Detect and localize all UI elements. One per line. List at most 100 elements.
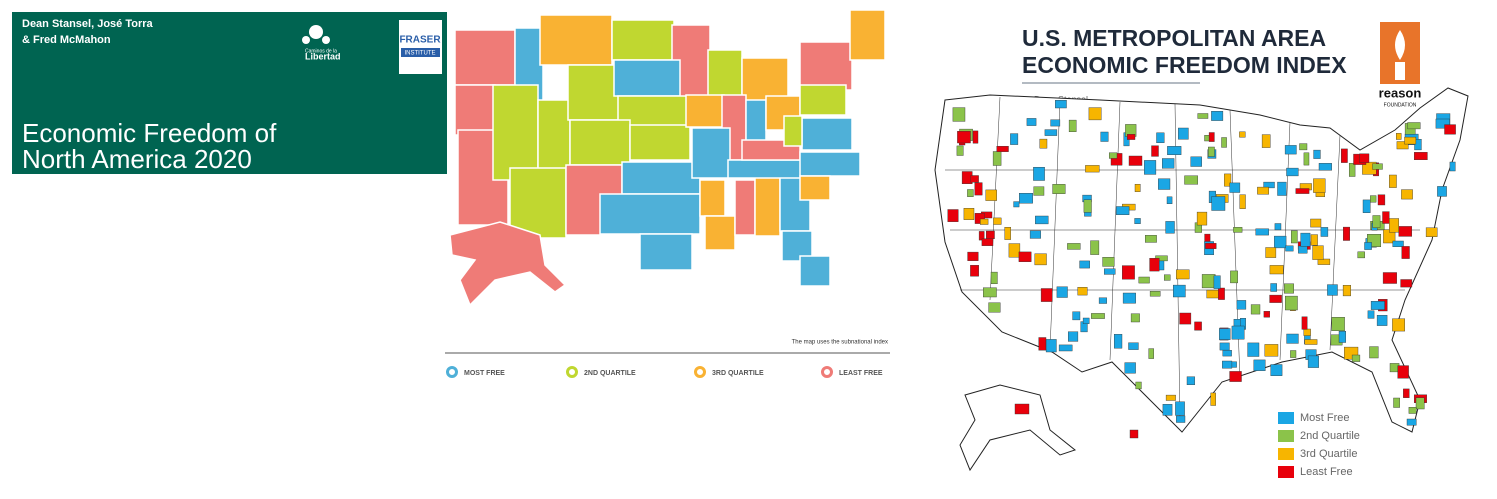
metro-area xyxy=(1298,245,1308,254)
metro-area xyxy=(1018,251,1032,262)
metro-area xyxy=(1310,218,1322,228)
metro-area xyxy=(1208,132,1215,142)
state xyxy=(454,84,496,136)
state xyxy=(567,64,621,121)
metro-legend: Most Free 2nd Quartile 3rd Quartile Least F… xyxy=(1278,412,1360,478)
metro-area xyxy=(1313,149,1321,159)
metro-area xyxy=(1072,311,1081,321)
metro-area xyxy=(1290,350,1297,358)
metro-area xyxy=(1389,174,1397,188)
metro-area xyxy=(1274,235,1287,249)
metro-area xyxy=(1392,318,1406,332)
metro-area xyxy=(1395,133,1402,140)
state-border xyxy=(1329,134,1341,351)
metro-area xyxy=(1219,328,1231,340)
metro-area xyxy=(1221,137,1227,148)
legend-swatch xyxy=(1278,448,1294,460)
legend-swatch xyxy=(694,366,706,378)
state xyxy=(799,175,831,201)
metro-area xyxy=(1404,136,1417,145)
metro-area xyxy=(1149,258,1160,272)
state-legend: MOST FREE 2ND QUARTILE 3RD QUARTILE LEAST F… xyxy=(446,366,883,378)
logo-text: FOUNDATION xyxy=(1384,102,1417,108)
metro-area xyxy=(1370,195,1377,203)
map-note: The map uses the subnational index xyxy=(792,340,888,346)
metro-area xyxy=(1134,183,1141,192)
metro-area xyxy=(1320,227,1329,237)
cover-panel xyxy=(12,12,447,174)
metro-area xyxy=(1357,251,1365,259)
metro-area xyxy=(1056,286,1068,298)
legend-label: 3rd Quartile xyxy=(1300,448,1357,460)
metro-area xyxy=(992,151,1002,166)
metro-area xyxy=(1211,110,1224,121)
metro-area xyxy=(1068,119,1077,132)
metro-area xyxy=(1253,359,1266,371)
cover-title: North America 2020 xyxy=(22,144,252,174)
metro-area xyxy=(1165,221,1175,234)
metro-area xyxy=(1222,350,1232,357)
metro-area xyxy=(1128,342,1139,350)
metro-area xyxy=(986,230,995,240)
metro-area xyxy=(1401,246,1410,259)
metro-area xyxy=(983,287,997,298)
metro-area xyxy=(1122,292,1136,304)
metro-area xyxy=(1231,325,1245,340)
metro-area xyxy=(1338,331,1347,343)
metro-area xyxy=(1286,167,1299,177)
metro-area xyxy=(1033,186,1045,196)
legend-swatch xyxy=(821,366,833,378)
metro-area xyxy=(1310,234,1318,246)
metro-area xyxy=(1263,181,1275,189)
metro-area xyxy=(947,209,959,222)
metro-area xyxy=(1196,211,1208,226)
metro-area xyxy=(1437,186,1447,197)
state-border xyxy=(1049,99,1061,351)
metro-area xyxy=(1257,186,1270,195)
metro-area xyxy=(1398,226,1413,237)
metro-area xyxy=(1008,243,1021,258)
metro-area xyxy=(1026,118,1037,126)
metro-area xyxy=(996,145,1009,152)
metro-area xyxy=(1265,247,1277,258)
metro-area xyxy=(1247,342,1260,357)
state xyxy=(699,179,726,217)
metro-area xyxy=(1055,99,1067,109)
metro-area xyxy=(1284,145,1297,155)
state-border xyxy=(1174,103,1181,421)
metro-area xyxy=(1277,181,1287,196)
metro-area xyxy=(1342,226,1350,241)
metro-area xyxy=(1382,211,1390,224)
state xyxy=(621,161,701,195)
metro-area xyxy=(1206,289,1220,299)
logo-icon xyxy=(322,36,330,44)
metro-area xyxy=(1270,283,1277,292)
metro-area xyxy=(1208,146,1215,157)
metro-area xyxy=(1135,381,1142,390)
legend-swatch xyxy=(566,366,578,378)
metro-area xyxy=(1175,269,1190,280)
logo-icon xyxy=(309,25,323,39)
metro-area xyxy=(1263,311,1270,318)
metro-area xyxy=(974,213,985,224)
metro-area xyxy=(1290,230,1298,244)
metro-area xyxy=(1229,371,1242,382)
author-line: & Fred McMahon xyxy=(22,34,111,46)
metro-area xyxy=(1103,268,1116,275)
metro-area xyxy=(1406,418,1417,426)
metro-area xyxy=(1318,163,1332,171)
legend-swatch xyxy=(1278,412,1294,424)
metro-areas xyxy=(947,99,1456,439)
metro-title: U.S. METROPOLITAN AREA xyxy=(1022,25,1326,51)
metro-area xyxy=(1370,301,1385,310)
metro-area xyxy=(1382,272,1397,284)
metro-area xyxy=(963,207,975,220)
metro-area xyxy=(1331,317,1345,332)
metro-area xyxy=(1376,315,1388,326)
metro-area xyxy=(1317,258,1331,265)
state-map xyxy=(449,9,886,307)
metro-area xyxy=(1413,152,1428,161)
metro-area xyxy=(1058,344,1073,352)
author-line: Dean Stansel, José Torra xyxy=(22,18,154,30)
